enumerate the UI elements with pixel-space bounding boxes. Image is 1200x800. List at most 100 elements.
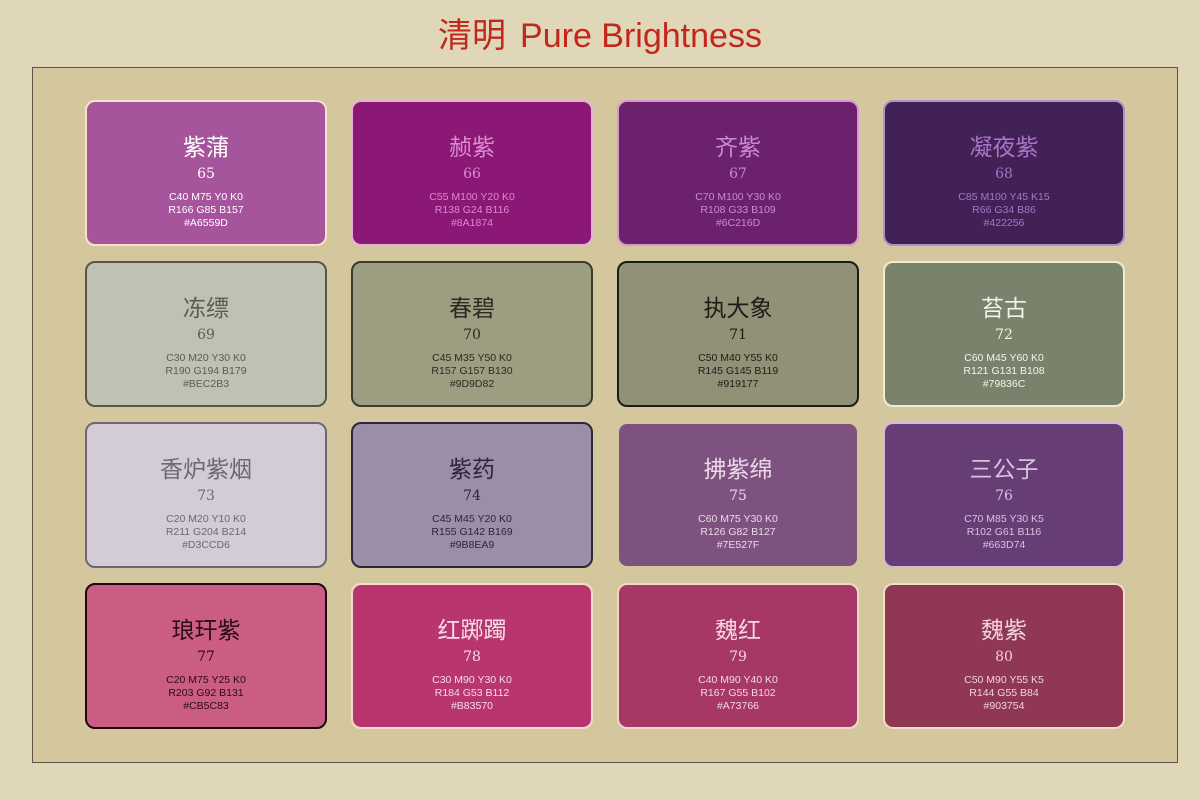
color-swatch-card[interactable]: 三公子 76 C70 M85 Y30 K5 R102 G61 B116 #663…	[883, 422, 1125, 568]
color-name: 齐紫	[715, 135, 761, 161]
color-cmyk: C20 M20 Y10 K0	[166, 513, 246, 525]
color-rgb: R211 G204 B214	[165, 526, 247, 538]
color-hex: #79836C	[982, 378, 1026, 390]
color-name: 凝夜紫	[969, 135, 1039, 161]
color-hex: #9D9D82	[449, 378, 495, 390]
color-name: 琅玕紫	[171, 618, 241, 644]
color-number: 68	[995, 166, 1013, 182]
color-swatch-card[interactable]: 凝夜紫 68 C85 M100 Y45 K15 R66 G34 B86 #422…	[883, 100, 1125, 246]
color-cmyk: C60 M45 Y60 K0	[964, 352, 1044, 364]
color-name: 冻缥	[183, 296, 229, 322]
color-cmyk: C45 M45 Y20 K0	[432, 513, 512, 525]
color-rgb: R190 G194 B179	[165, 365, 247, 377]
color-rgb: R66 G34 B86	[972, 204, 1036, 216]
color-swatch-card[interactable]: 春碧 70 C45 M35 Y50 K0 R157 G157 B130 #9D9…	[351, 261, 593, 407]
color-number: 79	[729, 649, 747, 665]
color-swatch-card[interactable]: 苔古 72 C60 M45 Y60 K0 R121 G131 B108 #798…	[883, 261, 1125, 407]
color-hex: #7E527F	[716, 539, 760, 551]
color-swatch-card[interactable]: 魏红 79 C40 M90 Y40 K0 R167 G55 B102 #A737…	[617, 583, 859, 729]
color-hex: #B83570	[450, 700, 494, 712]
color-cmyk: C40 M75 Y0 K0	[169, 191, 243, 203]
color-number: 66	[463, 166, 481, 182]
color-number: 71	[729, 327, 747, 343]
color-rgb: R138 G24 B116	[434, 204, 510, 216]
color-rgb: R203 G92 B131	[168, 687, 244, 699]
color-hex: #CB5C83	[183, 700, 229, 712]
color-swatch-card[interactable]: 赪紫 66 C55 M100 Y20 K0 R138 G24 B116 #8A1…	[351, 100, 593, 246]
color-rgb: R184 G53 B112	[434, 687, 510, 699]
page-title: 清明 Pure Brightness	[0, 14, 1200, 58]
color-hex: #919177	[717, 378, 759, 390]
color-name: 香炉紫烟	[160, 457, 252, 483]
color-cmyk: C40 M90 Y40 K0	[698, 674, 778, 686]
color-rgb: R145 G145 B119	[697, 365, 779, 377]
color-name: 苔古	[981, 296, 1027, 322]
color-name: 红踯躅	[437, 618, 507, 644]
color-hex: #BEC2B3	[182, 378, 230, 390]
color-hex: #6C216D	[715, 217, 761, 229]
color-rgb: R167 G55 B102	[700, 687, 776, 699]
color-number: 73	[197, 488, 215, 504]
color-swatch-card[interactable]: 魏紫 80 C50 M90 Y55 K5 R144 G55 B84 #90375…	[883, 583, 1125, 729]
color-hex: #A73766	[716, 700, 760, 712]
color-name: 紫蒲	[183, 135, 229, 161]
color-rgb: R144 G55 B84	[969, 687, 1039, 699]
color-cmyk: C30 M90 Y30 K0	[432, 674, 512, 686]
color-hex: #A6559D	[184, 217, 228, 229]
color-number: 78	[463, 649, 481, 665]
color-swatch-card[interactable]: 齐紫 67 C70 M100 Y30 K0 R108 G33 B109 #6C2…	[617, 100, 859, 246]
color-swatch-card[interactable]: 琅玕紫 77 C20 M75 Y25 K0 R203 G92 B131 #CB5…	[85, 583, 327, 729]
color-number: 72	[995, 327, 1013, 343]
color-hex: #903754	[983, 700, 1025, 712]
color-name: 魏红	[715, 618, 761, 644]
color-swatch-card[interactable]: 紫蒲 65 C40 M75 Y0 K0 R166 G85 B157 #A6559…	[85, 100, 327, 246]
color-cmyk: C20 M75 Y25 K0	[166, 674, 246, 686]
color-hex: #D3CCD6	[182, 539, 230, 551]
color-cmyk: C50 M90 Y55 K5	[964, 674, 1044, 686]
color-number: 75	[729, 488, 747, 504]
color-cmyk: C70 M100 Y30 K0	[695, 191, 781, 203]
color-number: 77	[197, 649, 215, 665]
color-rgb: R102 G61 B116	[966, 526, 1042, 538]
color-name: 魏紫	[981, 618, 1027, 644]
color-swatch-card[interactable]: 紫药 74 C45 M45 Y20 K0 R155 G142 B169 #9B8…	[351, 422, 593, 568]
color-rgb: R126 G82 B127	[700, 526, 776, 538]
color-number: 76	[995, 488, 1013, 504]
color-cmyk: C45 M35 Y50 K0	[432, 352, 512, 364]
color-rgb: R166 G85 B157	[168, 204, 244, 216]
color-hex: #8A1874	[450, 217, 494, 229]
color-hex: #663D74	[982, 539, 1026, 551]
color-rgb: R155 G142 B169	[431, 526, 513, 538]
color-name: 赪紫	[449, 135, 495, 161]
color-number: 70	[463, 327, 481, 343]
color-swatch-card[interactable]: 红踯躅 78 C30 M90 Y30 K0 R184 G53 B112 #B83…	[351, 583, 593, 729]
color-number: 65	[197, 166, 215, 182]
color-name: 春碧	[449, 296, 495, 322]
color-name: 执大象	[703, 296, 773, 322]
page-title-english: Pure Brightness	[520, 17, 762, 55]
color-cmyk: C55 M100 Y20 K0	[429, 191, 515, 203]
color-swatch-card[interactable]: 执大象 71 C50 M40 Y55 K0 R145 G145 B119 #91…	[617, 261, 859, 407]
page-title-chinese: 清明	[438, 17, 507, 55]
color-number: 69	[197, 327, 215, 343]
color-rgb: R108 G33 B109	[700, 204, 776, 216]
color-number: 74	[463, 488, 481, 504]
color-swatch-card[interactable]: 冻缥 69 C30 M20 Y30 K0 R190 G194 B179 #BEC…	[85, 261, 327, 407]
color-swatch-panel: 紫蒲 65 C40 M75 Y0 K0 R166 G85 B157 #A6559…	[32, 67, 1178, 763]
color-cmyk: C85 M100 Y45 K15	[958, 191, 1050, 203]
color-rgb: R157 G157 B130	[431, 365, 513, 377]
color-cmyk: C60 M75 Y30 K0	[698, 513, 778, 525]
color-hex: #9B8EA9	[449, 539, 495, 551]
color-number: 67	[729, 166, 747, 182]
color-cmyk: C50 M40 Y55 K0	[698, 352, 778, 364]
color-cmyk: C30 M20 Y30 K0	[166, 352, 246, 364]
color-name: 紫药	[449, 457, 495, 483]
color-cmyk: C70 M85 Y30 K5	[964, 513, 1044, 525]
color-swatch-card[interactable]: 拂紫绵 75 C60 M75 Y30 K0 R126 G82 B127 #7E5…	[617, 422, 859, 568]
color-name: 拂紫绵	[703, 457, 773, 483]
color-number: 80	[995, 649, 1013, 665]
color-name: 三公子	[969, 457, 1039, 483]
color-swatch-card[interactable]: 香炉紫烟 73 C20 M20 Y10 K0 R211 G204 B214 #D…	[85, 422, 327, 568]
color-hex: #422256	[983, 217, 1025, 229]
color-rgb: R121 G131 B108	[963, 365, 1045, 377]
